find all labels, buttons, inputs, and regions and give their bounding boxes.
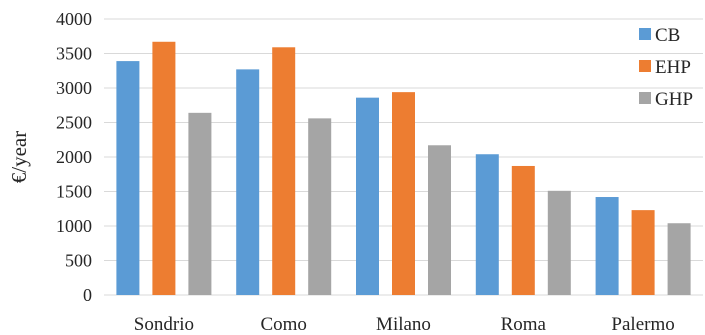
bar-ghp-palermo [667, 223, 691, 295]
x-tick-label: Palermo [611, 314, 674, 335]
bar-cb-roma [475, 154, 499, 295]
legend-swatch-ehp [639, 60, 651, 72]
y-tick-label: 3500 [56, 44, 92, 64]
bar-ghp-roma [547, 190, 571, 295]
y-tick-label: 1500 [56, 182, 92, 202]
bar-cb-milano [356, 97, 379, 295]
y-tick-label: 0 [83, 285, 92, 305]
bar-cb-palermo [595, 197, 619, 295]
y-tick-label: 2000 [56, 147, 92, 167]
y-tick-label: 2500 [56, 113, 92, 133]
bar-ghp-como [308, 118, 332, 295]
x-tick-label: Sondrio [134, 314, 194, 335]
bar-ghp-milano [428, 145, 451, 295]
legend-label-cb: CB [655, 25, 680, 46]
y-tick-label: 1000 [56, 216, 92, 236]
bar-cb-sondrio [116, 61, 140, 296]
bar-ehp-palermo [631, 210, 655, 295]
y-axis-ticks: 0 500 1000 1500 2000 2500 3000 3500 4000 [56, 9, 92, 305]
legend: CB EHP GHP [639, 25, 693, 110]
x-axis-categories: Sondrio Como Milano Roma Palermo [134, 314, 675, 335]
y-axis-title: €/year [7, 131, 31, 183]
bar-ehp-roma [511, 165, 535, 295]
bar-cb-como [236, 69, 260, 296]
legend-label-ehp: EHP [655, 57, 691, 78]
x-tick-label: Roma [501, 314, 547, 335]
legend-swatch-ghp [639, 92, 651, 104]
bar-ghp-sondrio [188, 112, 212, 295]
x-tick-label: Como [260, 314, 306, 335]
y-tick-label: 3000 [56, 78, 92, 98]
x-tick-label: Milano [376, 314, 431, 335]
legend-swatch-cb [639, 28, 651, 40]
bar-ehp-como [272, 47, 296, 295]
bar-ehp-sondrio [152, 41, 176, 295]
y-tick-label: 500 [65, 251, 92, 271]
bars [116, 41, 691, 296]
y-tick-label: 4000 [56, 9, 92, 29]
legend-label-ghp: GHP [655, 89, 693, 110]
bar-ehp-milano [392, 92, 415, 295]
